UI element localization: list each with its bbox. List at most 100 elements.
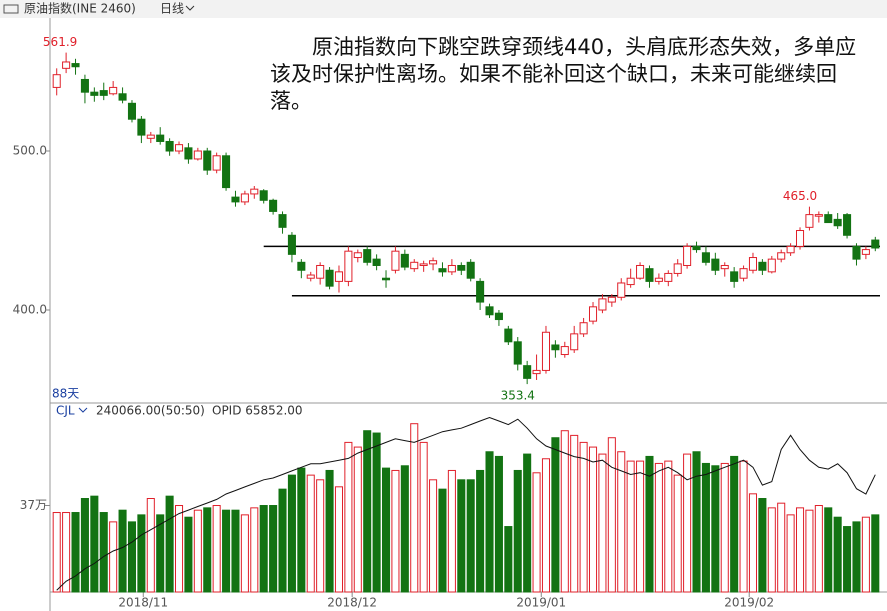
candle-body [767,258,776,273]
candle-body [664,272,673,282]
candle-body [617,282,626,298]
candle-body [730,271,739,282]
volume-bar [109,521,118,593]
volume-bar [730,455,739,593]
volume-bar [617,451,626,593]
candle-body [156,134,165,142]
volume-bar [325,469,334,593]
candle-body [240,193,249,203]
period[interactable]: 日线 [160,2,184,16]
volume-bar [372,432,381,593]
volume-bar [165,495,174,593]
candle-body [513,341,522,365]
volume-bar [410,423,419,593]
volume-bar [353,446,362,593]
price-annotation: 465.0 [783,189,817,203]
candle-body [99,90,108,96]
candle-body [52,74,61,88]
candle-body [843,214,852,236]
volume-bar [137,514,146,593]
volume-bar [80,498,89,593]
opid-label: OPID 65852.00 [212,404,303,418]
candle-body [570,333,579,351]
volume-bar [701,462,710,593]
candle-body [80,78,89,93]
volume-bar [174,505,184,593]
volume-bar [334,486,344,593]
volume-bar [711,465,720,593]
volume-bar [541,458,551,593]
candle-body [250,188,259,195]
candle-body [494,312,503,321]
volume-bar [664,460,673,593]
candle-body [165,140,174,152]
volume-bar [156,514,165,593]
volume-bar [250,507,259,593]
indicator-arrow[interactable] [78,407,88,413]
price-annotation: 561.9 [43,35,77,49]
volume-bar [532,472,541,593]
toolbar-icon[interactable] [3,4,19,14]
volume-bar [636,460,645,593]
candle-body [146,134,155,139]
candle-body [551,344,560,351]
candle-body [381,277,391,281]
volume-indicator[interactable]: CJL [56,404,75,418]
volume-bar [344,441,353,593]
volume-bar [278,488,287,593]
volume-bar [814,505,823,593]
candle-body [278,214,287,228]
candle-body [203,150,212,171]
candle-body [711,258,720,271]
volume-bar [118,509,127,593]
candle-body [504,328,513,343]
volume-bar [287,474,296,593]
candle-body [795,230,805,247]
candle-body [645,268,654,282]
volume-tick-label: 37万 [20,498,47,512]
dropdown-arrow[interactable] [185,5,195,11]
volume-bar [494,455,503,593]
volume-bar [504,526,513,593]
candle-body [184,147,193,160]
volume-bar [871,514,880,593]
candle-body [363,249,372,263]
candle-body [306,274,315,279]
volume-bar [513,469,522,593]
volume-bar [579,441,588,593]
volume-bar [306,474,315,593]
candle-body [560,346,569,356]
candle-body [90,91,99,96]
volume-bar [297,467,306,593]
candle-body [683,245,692,266]
candle-body [353,252,362,259]
volume-bar [485,451,494,593]
candle-body [871,239,880,249]
candle-body [287,234,296,255]
candle-body [626,277,635,286]
candle-body [222,155,231,189]
volume-bar [673,474,682,593]
volume-bar [438,488,447,593]
candle-body [447,264,456,273]
volume-bar [824,507,833,593]
volume-bar [758,498,767,593]
candle-body [579,322,588,335]
candle-body [109,86,118,95]
candle-body [193,150,202,160]
x-tick-label: 2018/11 [118,596,168,610]
x-tick-label: 2019/02 [724,596,774,610]
candle-body [852,245,861,260]
volume-bar [316,479,325,593]
volume-bar [231,509,240,593]
candle-body [588,306,598,322]
candle-body [127,102,137,120]
symbol: 原油指数(INE 2460) [24,1,136,16]
volume-bar [588,446,598,593]
days-label: 88天 [52,387,79,401]
candle-body [269,199,278,212]
volume-bar [429,479,438,593]
candle-body [739,268,748,279]
volume-bar [52,512,61,593]
volume-bar [607,437,616,593]
